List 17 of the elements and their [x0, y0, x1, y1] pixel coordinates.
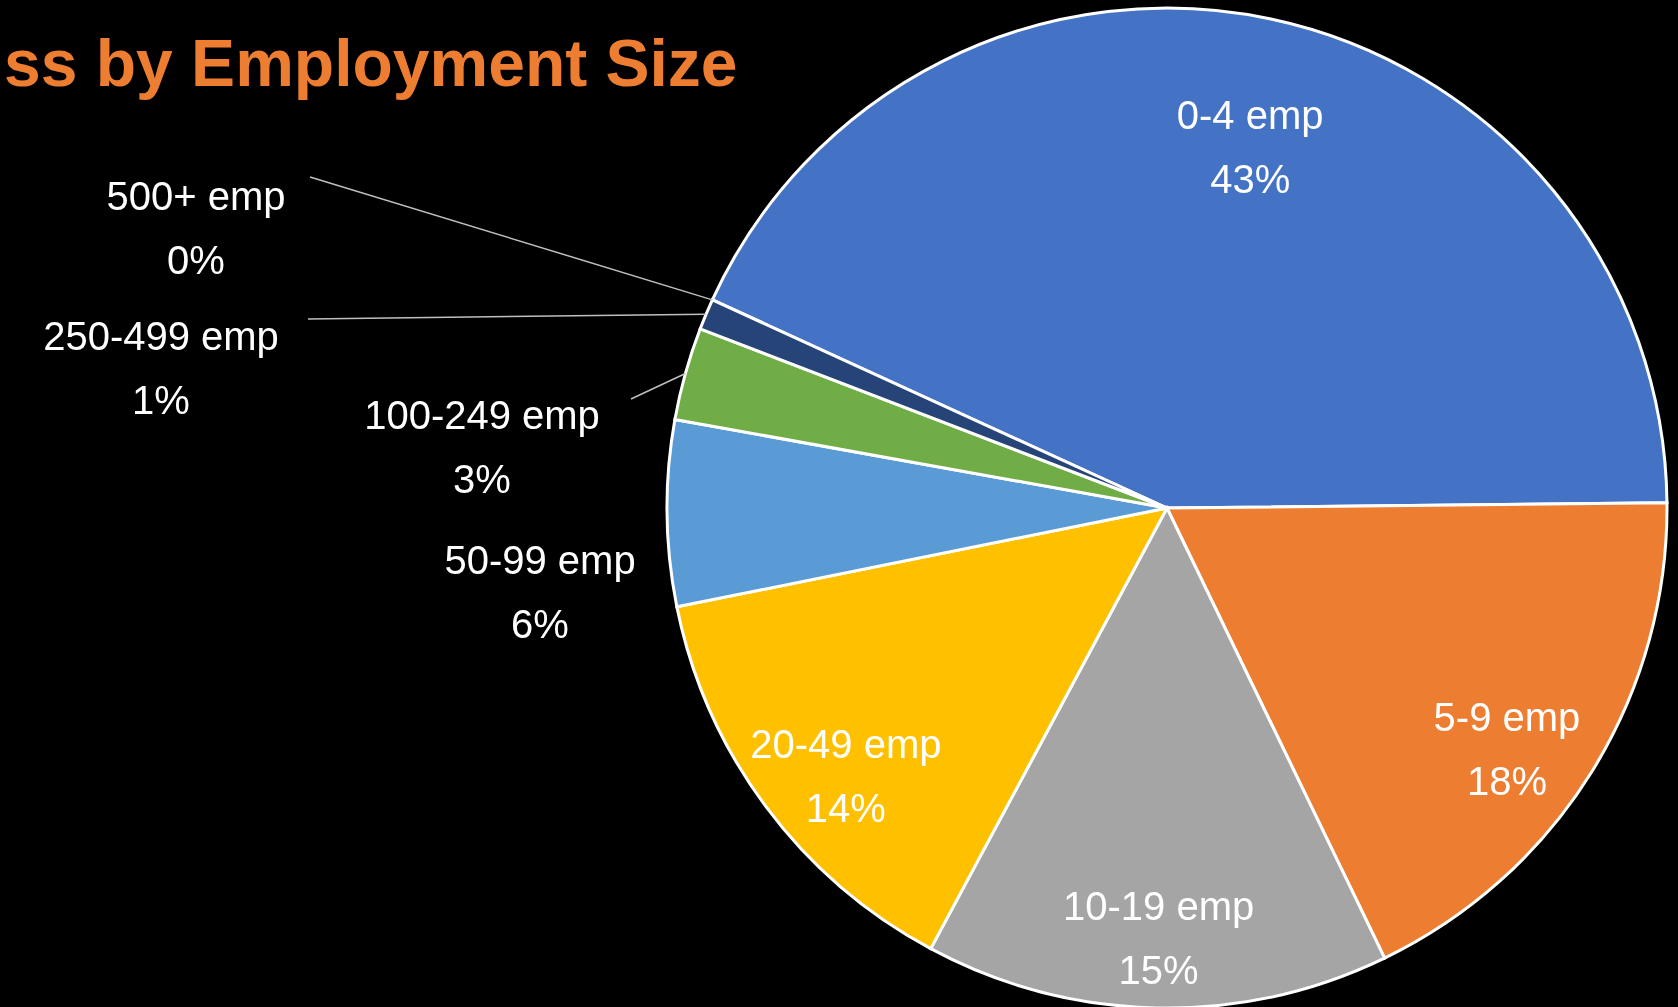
- slice-label: 0-4 emp: [1176, 92, 1324, 137]
- text: 0%: [167, 238, 225, 282]
- category-label: 500+ emp: [106, 174, 286, 218]
- slice-label: 5-9 emp: [1433, 694, 1581, 739]
- data-label: 15%: [1118, 947, 1199, 992]
- slice-label: 10-19 emp: [1063, 883, 1255, 928]
- data-label: 18%: [1466, 758, 1547, 803]
- data-label: 14%: [805, 786, 886, 831]
- slice-label: 50-99 emp: [444, 538, 636, 582]
- slice-label: 250-499 emp: [43, 314, 279, 358]
- data-label: 1%: [132, 378, 190, 422]
- data-label: 6%: [511, 602, 569, 646]
- chart-title: ss by Employment Size: [4, 26, 738, 100]
- slice-label: 20-49 emp: [750, 722, 942, 767]
- data-label: 43%: [1210, 156, 1291, 201]
- slice-label: 100-249 emp: [364, 393, 600, 437]
- data-label: 3%: [453, 457, 511, 501]
